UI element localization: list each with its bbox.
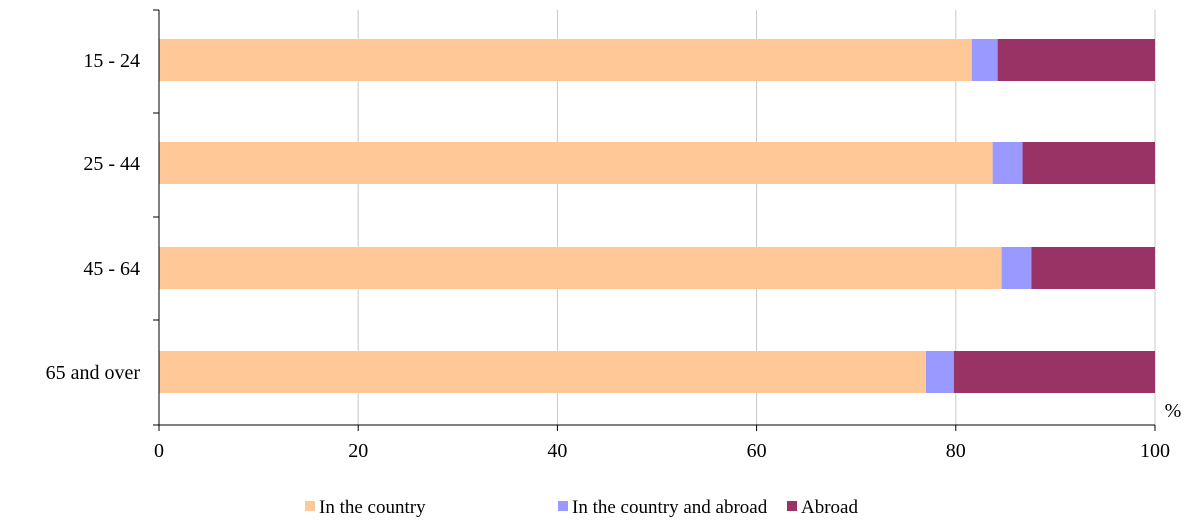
x-tick-label-20: 20 [348,440,368,462]
x-tick-label-0: 0 [154,440,164,462]
legend-swatch-3 [787,501,797,511]
bar-segment-3-3 [1031,247,1155,289]
legend-label-1: In the country [319,497,426,518]
bar-segment-1-4 [159,351,926,393]
category-label-3: 45 - 64 [83,258,140,280]
legend-label-2: In the country and abroad [572,497,768,518]
bar-segment-3-2 [1022,142,1155,184]
bar-segment-1-2 [159,142,993,184]
x-tick-label-80: 80 [946,440,966,462]
legend-swatch-2 [558,501,568,511]
bar-segment-2-3 [1001,247,1032,289]
bar-segment-2-2 [992,142,1023,184]
bar-segment-1-1 [159,39,972,81]
category-label-4: 65 and over [46,362,141,384]
category-label-1: 15 - 24 [83,50,140,72]
axes [153,9,1156,431]
bar-segment-1-3 [159,247,1002,289]
legend-label-3: Abroad [801,497,858,518]
unit-label: % [1165,400,1182,422]
bar-segment-3-1 [997,39,1155,81]
category-label-2: 25 - 44 [83,153,140,175]
x-tick-label-40: 40 [547,440,567,462]
category-labels: 15 - 24 25 - 44 45 - 64 65 and over [46,50,141,384]
bar-segment-2-1 [971,39,998,81]
bar-segment-2-4 [925,351,954,393]
bar-segment-3-4 [953,351,1155,393]
legend-swatch-1 [305,501,315,511]
x-tick-label-60: 60 [747,440,767,462]
bar-segments [159,39,1155,393]
x-tick-label-100: 100 [1140,440,1170,462]
legend: In the country In the country and abroad A… [305,497,858,518]
x-tick-labels: 0 20 40 60 80 100 [154,440,1170,462]
